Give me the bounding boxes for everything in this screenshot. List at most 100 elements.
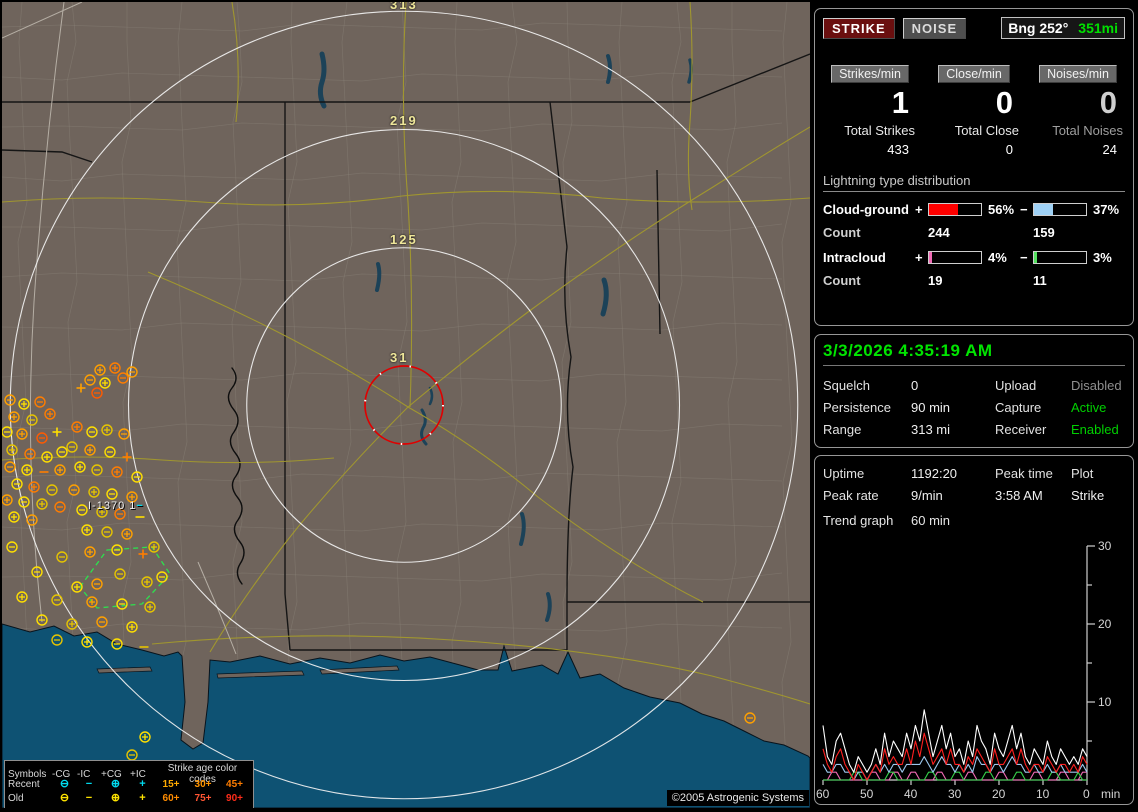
svg-text:20: 20 <box>992 787 1006 801</box>
state-borders <box>2 53 810 651</box>
storm-cell-label-suffix: − <box>136 500 144 512</box>
intracloud-row: Intracloud + 4% − 3% <box>823 250 1125 265</box>
plus-sign: + <box>915 250 923 265</box>
svg-text:30: 30 <box>948 787 962 801</box>
total-close-value: 0 <box>1005 142 1013 157</box>
trend-window-value: 60 min <box>911 513 951 528</box>
persistence-value: 90 min <box>911 400 951 415</box>
legend-recent-label: Recent <box>8 778 40 790</box>
svg-text:50: 50 <box>860 787 874 801</box>
strikes-per-min-value: 1 <box>891 85 909 120</box>
ring-label-219: 219 <box>390 113 418 129</box>
cg-minus-pct: 37% <box>1093 202 1120 217</box>
receiver-label: Receiver <box>995 422 1047 437</box>
ring-label-31: 31 <box>390 350 409 365</box>
cg-minus-bar <box>1033 203 1087 216</box>
recent-pic-icon: + <box>139 777 146 790</box>
ic-minus-pct: 3% <box>1093 250 1112 265</box>
old-pic-icon: + <box>139 791 146 804</box>
squelch-label: Squelch <box>823 378 870 393</box>
storm-cell-label: I-1370 1− <box>88 500 144 512</box>
cg-plus-bar-fill <box>929 204 959 215</box>
clock: 3/3/2026 4:35:19 AM <box>823 341 1125 366</box>
rate-counters: Strikes/min 1 Total Strikes 433 Close/mi… <box>823 65 1125 157</box>
age-60: 60+ <box>162 792 180 804</box>
plus-sign: + <box>915 202 923 217</box>
close-per-min-button[interactable]: Close/min <box>938 65 1010 83</box>
legend-old-label: Old <box>8 792 24 804</box>
cloud-ground-count-row: Count 244 159 <box>823 225 1125 240</box>
minus-sign: − <box>1020 202 1028 217</box>
trend-graph-label: Trend graph <box>823 513 894 528</box>
legend-old-row: Old ⊖ − ⊕ + 60+ 75+ 90+ <box>8 791 250 805</box>
sidebar: STRIKE NOISE Bng 252° 351mi Strikes/min … <box>812 0 1138 812</box>
noise-button[interactable]: NOISE <box>902 17 967 39</box>
age-45: 45+ <box>226 778 243 790</box>
svg-text:20: 20 <box>1098 617 1112 631</box>
range-label: Range <box>823 422 862 437</box>
persistence-label: Persistence <box>823 400 891 415</box>
total-strikes-value: 433 <box>887 142 909 157</box>
cg-plus-pct: 56% <box>988 202 1015 217</box>
recent-ncg-icon: ⊖ <box>59 777 70 790</box>
bearing-value: Bng 252° <box>1008 20 1069 36</box>
age-15: 15+ <box>162 778 180 790</box>
storm-cell-label-text: I-1370 1 <box>88 500 137 512</box>
ic-plus-pct: 4% <box>988 250 1007 265</box>
intracloud-count-row: Count 19 11 <box>823 273 1125 288</box>
trend-label-row: Trend graph 60 min <box>823 513 1125 528</box>
map-legend: Symbols -CG -IC +CG +IC Strike age color… <box>4 760 254 808</box>
map-area[interactable]: 313 219 125 31 I-1370 1− Symbols -CG -IC +C… <box>2 2 810 808</box>
plot-label: Plot <box>1071 466 1094 481</box>
age-90: 90+ <box>226 792 243 804</box>
total-noises-value: 24 <box>1102 142 1117 157</box>
close-per-min-value: 0 <box>995 85 1013 120</box>
recent-nic-icon: − <box>85 777 93 790</box>
intracloud-label: Intracloud <box>823 250 886 265</box>
strike-button[interactable]: STRIKE <box>823 17 895 39</box>
svg-text:10: 10 <box>1036 787 1050 801</box>
mode-button-row: STRIKE NOISE Bng 252° 351mi <box>823 17 1125 39</box>
svg-text:10: 10 <box>1098 695 1112 709</box>
peak-rate-label: Peak rate <box>823 488 879 503</box>
bearing-box: Bng 252° 351mi <box>1001 17 1125 39</box>
highways <box>2 2 810 705</box>
age-75: 75+ <box>194 792 212 804</box>
svg-text:0: 0 <box>1083 787 1090 801</box>
total-close-label: Total Close <box>954 123 1019 138</box>
svg-text:60: 60 <box>816 787 830 801</box>
storm-cell-outline <box>79 546 171 609</box>
noises-per-min-button[interactable]: Noises/min <box>1039 65 1117 83</box>
cloud-ground-label: Cloud-ground <box>823 202 909 217</box>
legend-col-ncg: -CG <box>52 768 71 780</box>
ic-plus-count: 19 <box>928 273 943 288</box>
svg-text:30: 30 <box>1098 539 1112 553</box>
peak-time-label: Peak time <box>995 466 1053 481</box>
upload-value: Disabled <box>1071 378 1122 393</box>
plot-value: Strike <box>1071 488 1105 503</box>
status-panel: 3/3/2026 4:35:19 AM Squelch 0 Upload Dis… <box>814 334 1134 448</box>
counters-panel: STRIKE NOISE Bng 252° 351mi Strikes/min … <box>814 8 1134 326</box>
range-value: 313 mi <box>911 422 951 437</box>
legend-symbols-label: Symbols <box>8 768 47 780</box>
ic-minus-count: 11 <box>1033 273 1047 288</box>
close-column: Close/min 0 Total Close 0 <box>927 65 1021 157</box>
noises-column: Noises/min 0 Total Noises 24 <box>1031 65 1125 157</box>
strike-symbols <box>2 362 756 761</box>
trend-panel: Uptime 1192:20 Peak time Plot Peak rate … <box>814 455 1134 805</box>
age-30: 30+ <box>194 778 212 790</box>
uptime-label: Uptime <box>823 466 865 481</box>
strikes-per-min-button[interactable]: Strikes/min <box>831 65 909 83</box>
ic-minus-bar-fill <box>1034 252 1037 263</box>
peak-time-value: 3:58 AM <box>995 488 1043 503</box>
noises-per-min-value: 0 <box>1099 85 1117 120</box>
svg-text:40: 40 <box>904 787 918 801</box>
cg-plus-count: 244 <box>928 225 950 240</box>
ic-count-label: Count <box>823 273 861 288</box>
uptime-grid: Uptime 1192:20 Peak time Plot Peak rate … <box>823 466 1125 503</box>
svg-text:min: min <box>1101 787 1120 801</box>
total-strikes-label: Total Strikes <box>844 123 915 138</box>
total-noises-label: Total Noises <box>1052 123 1123 138</box>
cg-plus-bar <box>928 203 982 216</box>
capture-value: Active <box>1071 400 1107 415</box>
